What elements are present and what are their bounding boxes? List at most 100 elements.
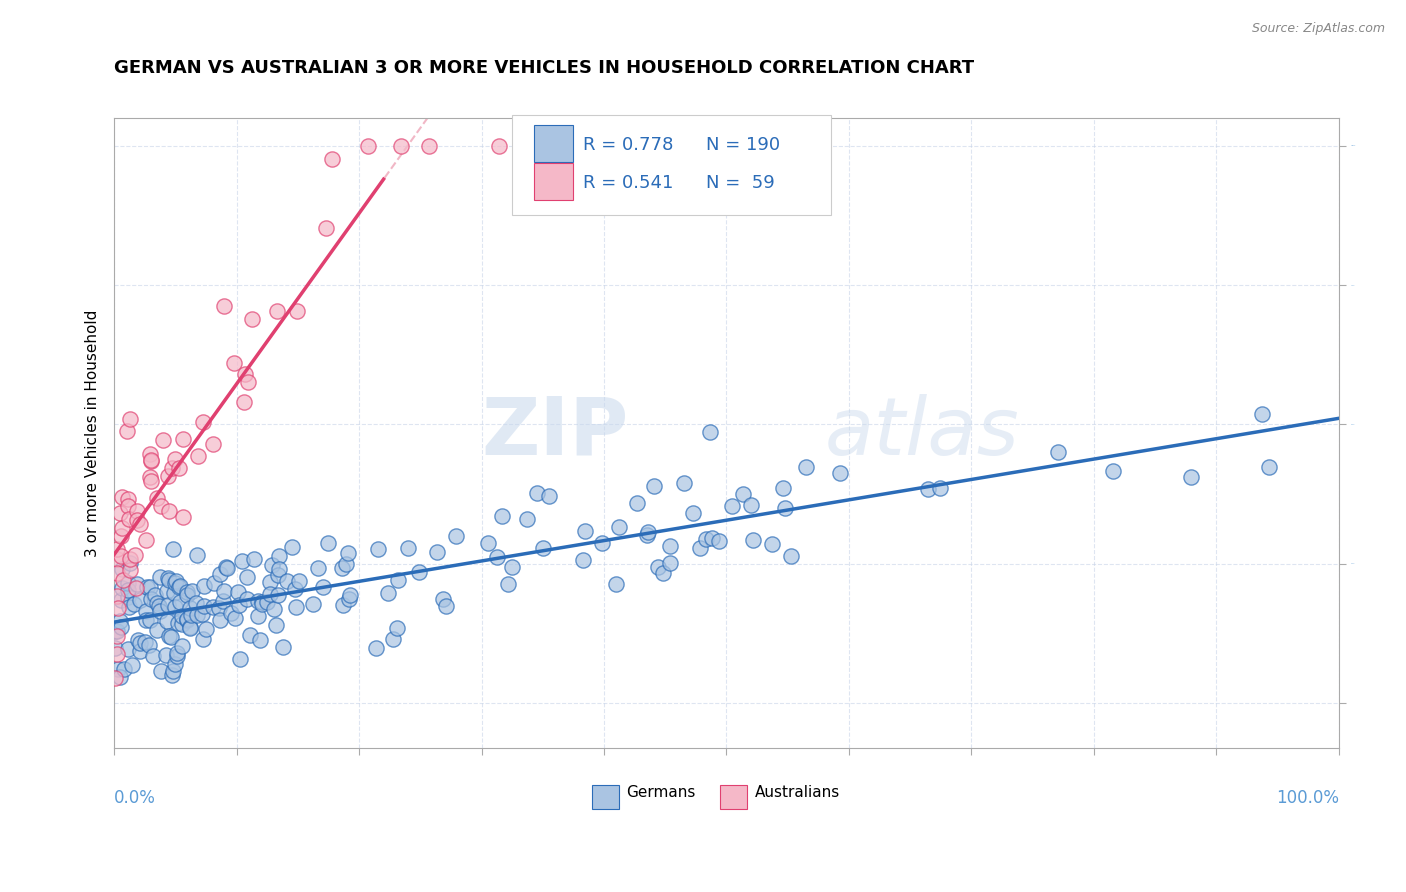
Point — [162, 541, 184, 556]
Point — [236, 570, 259, 584]
Point — [146, 623, 169, 637]
Point — [108, 614, 131, 628]
Text: Source: ZipAtlas.com: Source: ZipAtlas.com — [1251, 22, 1385, 36]
Point — [357, 138, 380, 153]
Point — [591, 536, 613, 550]
Point — [118, 556, 141, 570]
Point — [389, 138, 412, 153]
Point — [139, 454, 162, 468]
Point — [117, 641, 139, 656]
Point — [191, 415, 214, 429]
Point — [709, 534, 731, 549]
Point — [179, 620, 201, 634]
Point — [122, 598, 145, 612]
Point — [110, 592, 132, 607]
Point — [271, 640, 294, 655]
Point — [163, 452, 186, 467]
Point — [385, 621, 408, 635]
Point — [110, 549, 132, 564]
Point — [387, 573, 409, 587]
Point — [184, 596, 207, 610]
Text: GERMAN VS AUSTRALIAN 3 OR MORE VEHICLES IN HOUSEHOLD CORRELATION CHART: GERMAN VS AUSTRALIAN 3 OR MORE VEHICLES … — [114, 59, 974, 77]
Point — [231, 554, 253, 568]
Point — [156, 598, 179, 612]
Point — [179, 601, 201, 615]
Point — [156, 571, 179, 585]
Point — [1180, 470, 1202, 484]
Point — [301, 597, 323, 611]
Point — [124, 581, 146, 595]
Point — [285, 599, 308, 614]
Point — [426, 545, 449, 559]
Point — [146, 491, 169, 506]
Point — [142, 649, 165, 664]
Point — [721, 499, 744, 513]
Point — [169, 580, 191, 594]
Point — [107, 600, 129, 615]
Point — [501, 559, 523, 574]
Point — [110, 581, 132, 595]
Point — [176, 613, 198, 627]
Point — [682, 506, 704, 520]
Point — [117, 600, 139, 615]
Point — [165, 657, 187, 671]
Point — [117, 590, 139, 604]
Point — [259, 586, 281, 600]
Point — [163, 585, 186, 599]
Point — [112, 573, 135, 587]
Point — [312, 580, 335, 594]
Point — [673, 475, 696, 490]
Point — [285, 303, 308, 318]
Point — [236, 375, 259, 389]
Point — [201, 599, 224, 614]
Point — [214, 584, 236, 599]
Point — [761, 537, 783, 551]
Point — [740, 499, 762, 513]
Point — [157, 629, 180, 643]
Point — [652, 566, 675, 581]
Point — [699, 425, 721, 439]
Point — [115, 425, 138, 439]
Point — [139, 474, 162, 488]
Point — [162, 664, 184, 678]
Point — [194, 622, 217, 636]
Point — [526, 486, 548, 500]
Point — [695, 532, 717, 546]
Point — [120, 552, 142, 566]
FancyBboxPatch shape — [534, 162, 574, 200]
Point — [169, 579, 191, 593]
Point — [1047, 445, 1070, 459]
Point — [176, 584, 198, 599]
Point — [794, 459, 817, 474]
Text: atlas: atlas — [824, 394, 1019, 472]
Point — [444, 529, 467, 543]
Point — [266, 303, 288, 318]
Point — [139, 591, 162, 606]
Text: R = 0.541: R = 0.541 — [583, 174, 673, 192]
Point — [262, 558, 284, 573]
Point — [112, 662, 135, 676]
Point — [172, 432, 194, 446]
Point — [110, 620, 132, 634]
Point — [201, 437, 224, 451]
Point — [165, 574, 187, 588]
FancyBboxPatch shape — [512, 115, 831, 216]
Text: Germans: Germans — [626, 785, 696, 799]
Point — [1102, 464, 1125, 478]
Point — [108, 506, 131, 520]
Point — [148, 570, 170, 584]
Text: N = 190: N = 190 — [706, 136, 780, 154]
Text: 100.0%: 100.0% — [1275, 789, 1339, 807]
Point — [235, 591, 257, 606]
Point — [779, 549, 801, 563]
Point — [828, 466, 851, 480]
Point — [186, 607, 208, 622]
Point — [181, 583, 204, 598]
Point — [284, 582, 307, 597]
Point — [496, 576, 519, 591]
Point — [643, 479, 665, 493]
Point — [117, 582, 139, 597]
Point — [516, 512, 538, 526]
Point — [193, 579, 215, 593]
Point — [208, 613, 231, 627]
